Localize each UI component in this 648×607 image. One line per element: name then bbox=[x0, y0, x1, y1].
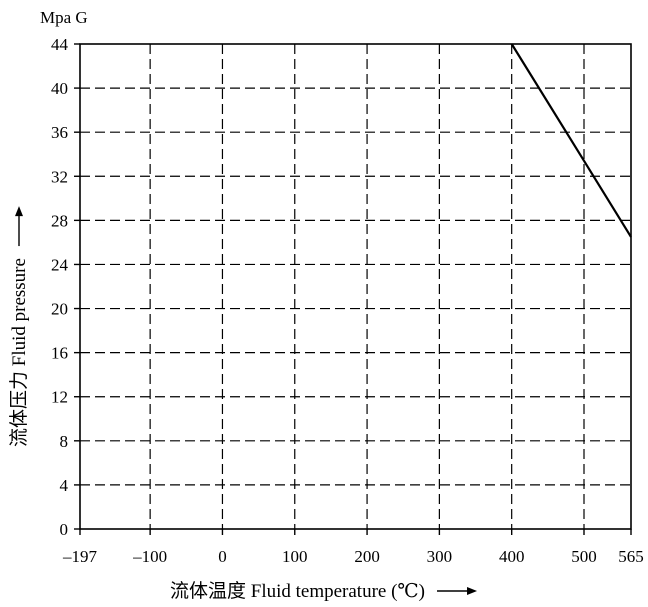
x-tick-label: –100 bbox=[132, 547, 167, 566]
plot-frame bbox=[79, 43, 632, 530]
x-arrow-head bbox=[467, 587, 478, 595]
y-tick-label: 40 bbox=[51, 79, 68, 98]
y-tick-label: 24 bbox=[51, 255, 69, 274]
long-arrow-up-icon bbox=[15, 206, 23, 247]
y-axis-title: 流体压力 Fluid pressure bbox=[8, 258, 30, 447]
y-arrow-head bbox=[15, 206, 23, 217]
series-group bbox=[510, 43, 632, 238]
y-tick-labels: 0 4 8 12 16 20 24 28 32 36 40 44 bbox=[51, 35, 69, 539]
y-tick-label: 44 bbox=[51, 35, 69, 54]
x-tick-labels: –197 –100 0 100 200 300 400 500 565 bbox=[62, 547, 644, 566]
y-tick-label: 32 bbox=[51, 167, 68, 186]
x-tick-label: 300 bbox=[427, 547, 453, 566]
x-tick-label: 565 bbox=[618, 547, 644, 566]
y-tick-label: 8 bbox=[60, 432, 69, 451]
long-arrow-right-icon bbox=[437, 587, 478, 595]
x-tick-label: 200 bbox=[354, 547, 380, 566]
y-tick-label: 0 bbox=[60, 520, 69, 539]
grid-lines bbox=[80, 44, 631, 529]
x-tick-label: 400 bbox=[499, 547, 525, 566]
series-line bbox=[510, 43, 632, 238]
y-tick-label: 36 bbox=[51, 123, 68, 142]
y-tick-label: 20 bbox=[51, 300, 68, 319]
x-tick-label: 0 bbox=[218, 547, 227, 566]
axis-ticks bbox=[74, 43, 632, 535]
x-axis-title: 流体温度 Fluid temperature (℃) bbox=[170, 580, 425, 602]
x-tick-label: 500 bbox=[571, 547, 597, 566]
y-tick-label: 12 bbox=[51, 388, 68, 407]
y-tick-label: 4 bbox=[60, 476, 69, 495]
x-tick-label: –197 bbox=[62, 547, 98, 566]
y-tick-label: 16 bbox=[51, 344, 68, 363]
y-tick-label: 28 bbox=[51, 211, 68, 230]
x-tick-label: 100 bbox=[282, 547, 308, 566]
y-unit-label: Mpa G bbox=[40, 8, 88, 27]
